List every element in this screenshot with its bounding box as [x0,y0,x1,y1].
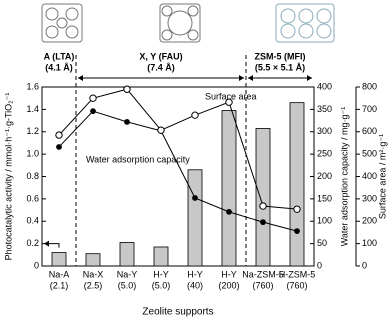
y2-tick-label: 150 [317,193,332,203]
x-tick-note: (40) [187,280,203,290]
y-tick-label: 1.2 [26,126,39,136]
zeolite-structures [41,3,335,43]
y-axis-title: Photocatalytic activity / mmol·h⁻¹·g-TiO… [3,93,13,261]
y3-axis-title: Surface area / m²·g⁻¹ [377,134,387,219]
x-tick-note: (200) [218,280,239,290]
bar [221,110,237,267]
series-marker [123,85,131,93]
group-pore: (4.1 Å) [45,62,73,72]
series-marker [157,126,165,134]
y-tick-label: 0.2 [26,238,39,248]
y-tick-label: 0.6 [26,193,39,203]
y-tick-label: 1.6 [26,81,39,91]
x-tick-note: (2.5) [84,280,103,290]
x-tick-label: H-Y [187,269,203,279]
bar [51,252,67,267]
y2-tick-label: 0 [317,260,322,270]
y-tick-label: 0.8 [26,171,39,181]
y3-tick-label: 0 [362,260,367,270]
series-marker [293,205,301,213]
group-name: ZSM-5 (MFI) [255,51,306,61]
x-tick-label: Na-X [83,269,104,279]
series-marker [259,202,267,210]
x-tick-label: Na-A [49,269,70,279]
x-tick-label: H-Y [153,269,169,279]
x-tick-label: H-ZSM-5 [279,269,316,279]
y2-tick-label: 100 [317,216,332,226]
y2-tick-label: 350 [317,104,332,114]
y3-tick-label: 200 [362,216,377,226]
group-pore: (5.5 × 5.1 Å) [255,62,305,72]
x-axis-title: Zeolite supports [142,307,213,318]
group-name: A (LTA) [44,51,75,61]
y2-tick-label: 300 [317,126,332,136]
series-marker [191,111,199,119]
group-name: X, Y (FAU) [139,51,182,61]
y3-tick-label: 800 [362,81,377,91]
series-marker [90,108,96,115]
y-tick-label: 1.4 [26,104,39,114]
x-tick-note: (2.1) [50,280,69,290]
series-marker [89,94,97,102]
series-line [58,110,298,232]
y-tick-label: 0 [34,260,39,270]
x-tick-note: (760) [286,280,307,290]
plot-frame [41,86,315,267]
y2-tick-label: 50 [317,238,327,248]
series-marker [124,119,130,125]
y3-tick-label: 100 [362,238,377,248]
bar [153,246,169,267]
y-tick-label: 1.0 [26,149,39,159]
x-tick-label: H-Y [221,269,237,279]
series-marker [294,228,300,234]
y3-tick-label: 700 [362,104,377,114]
y3-tick-label: 400 [362,171,377,181]
y2-axis-title: Water adsorption capacity / mg·g⁻¹ [339,107,349,246]
bar [187,169,203,267]
y2-tick-label: 250 [317,149,332,159]
group-pore: (7.4 Å) [147,62,175,72]
y3-tick-label: 500 [362,149,377,159]
arrow-head [44,240,49,247]
y2-tick-label: 200 [317,171,332,181]
bar-axis-arrow [48,243,60,248]
y-tick-label: 0.4 [26,216,39,226]
bar [119,242,135,267]
series-marker [225,98,233,106]
x-tick-label: Na-ZSM-5 [242,269,284,279]
surface-area-annotation: Surface area [205,91,257,101]
bar [289,102,305,267]
water-annotation: Water adsorption capacity [86,154,190,164]
y2-tick-label: 400 [317,81,332,91]
bar [85,253,101,267]
series-marker [55,131,63,139]
bar [255,127,271,267]
x-tick-note: (5.0) [118,280,137,290]
series-marker [260,219,266,226]
series-line [58,88,298,210]
series-marker [56,144,62,150]
series-marker [192,195,198,201]
x-tick-note: (5.0) [152,280,171,290]
y3-tick-label: 600 [362,126,377,136]
y3-tick-label: 300 [362,193,377,203]
x-tick-note: (760) [252,280,273,290]
x-tick-label: Na-Y [117,269,138,279]
series-marker [226,208,232,215]
